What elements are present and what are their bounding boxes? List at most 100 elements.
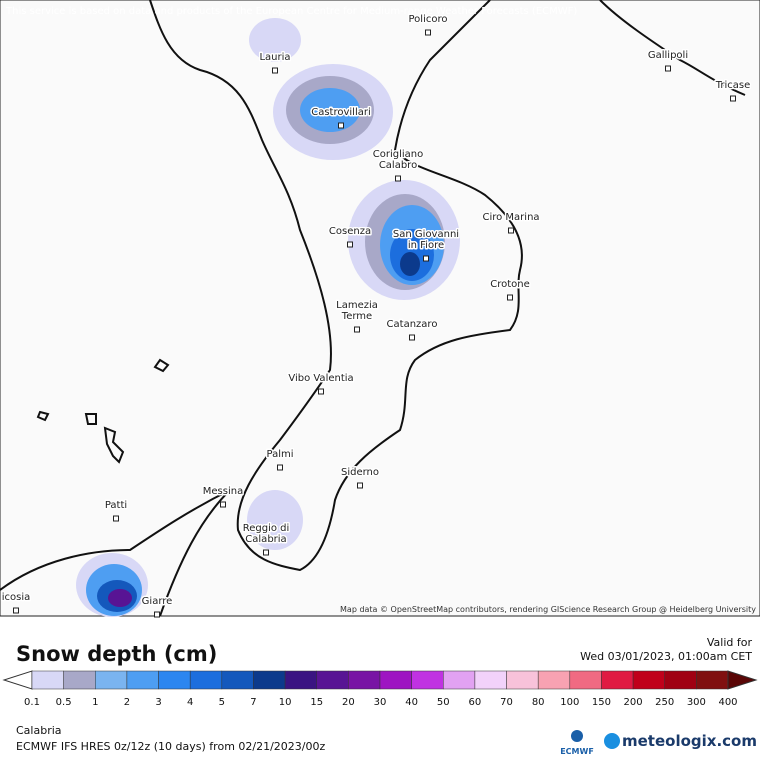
legend-swatch xyxy=(284,670,317,690)
legend-level: 100 xyxy=(560,697,579,708)
city-marker xyxy=(338,122,344,129)
legend-swatch xyxy=(506,670,539,690)
city-marker xyxy=(395,175,401,182)
legend-level: 20 xyxy=(342,697,355,708)
city-marker xyxy=(425,29,431,36)
legend-over-arrow xyxy=(727,670,758,690)
legend-level: 80 xyxy=(532,697,545,708)
legend-swatch xyxy=(253,670,286,690)
legend-swatch xyxy=(31,670,64,690)
city-label: Vibo Valentia xyxy=(288,373,353,384)
city-label: Giarre xyxy=(142,596,173,607)
legend-swatch xyxy=(569,670,602,690)
city-marker xyxy=(354,326,360,333)
city-label: Catanzaro xyxy=(387,319,438,330)
legend-swatch xyxy=(189,670,223,690)
city-label: Ciro Marina xyxy=(482,212,539,223)
city-label: Castrovillari xyxy=(311,107,371,118)
legend-level: 250 xyxy=(655,697,674,708)
city-marker xyxy=(272,67,278,74)
city-label: San Giovanni xyxy=(393,229,459,240)
legend-level: 400 xyxy=(718,697,737,708)
city-label: icosia xyxy=(2,592,31,603)
city-label: Palmi xyxy=(266,449,293,460)
city-marker xyxy=(730,95,736,102)
legend-swatch xyxy=(221,670,254,690)
legend-level: 4 xyxy=(187,697,193,708)
city-label: Cosenza xyxy=(329,226,371,237)
legend-swatch xyxy=(443,670,476,690)
city-label: Terme xyxy=(341,311,372,322)
legend-swatch xyxy=(474,670,507,690)
legend-swatch xyxy=(158,670,191,690)
city-marker xyxy=(113,515,119,522)
legend-swatch xyxy=(63,670,96,690)
model-info: ECMWF IFS HRES 0z/12z (10 days) from 02/… xyxy=(16,740,326,753)
legend-swatch xyxy=(537,670,571,690)
legend-swatch xyxy=(696,670,729,690)
legend-level: 200 xyxy=(624,697,643,708)
city-marker xyxy=(263,549,269,556)
legend-level: 15 xyxy=(310,697,323,708)
attribution: This service is based on data and produc… xyxy=(5,6,577,17)
city-label: Tricase xyxy=(715,80,751,91)
city-label: Lauria xyxy=(259,52,290,63)
legend-level: 3 xyxy=(155,697,161,708)
city-label: Messina xyxy=(203,486,243,497)
city-label: Reggio di xyxy=(243,523,290,534)
legend-level: 10 xyxy=(279,697,292,708)
legend-level: 150 xyxy=(592,697,611,708)
city-marker xyxy=(409,334,415,341)
legend-swatch xyxy=(348,670,381,690)
valid-label: Valid for xyxy=(707,636,753,649)
brand: meteologix.com xyxy=(622,732,757,750)
city-label: Calabro xyxy=(379,160,417,171)
legend-level: 30 xyxy=(374,697,387,708)
legend-level: 1 xyxy=(92,697,98,708)
legend-under-arrow xyxy=(2,670,33,690)
city-label: Lamezia xyxy=(336,300,378,311)
legend-level: 2 xyxy=(124,697,130,708)
legend-swatch xyxy=(411,670,444,690)
brand-icon xyxy=(604,733,620,749)
valid-time: Wed 03/01/2023, 01:00am CET xyxy=(580,650,752,663)
coastline xyxy=(0,0,746,617)
legend-swatch xyxy=(601,670,634,690)
legend-level: 50 xyxy=(437,697,450,708)
legend-level: 5 xyxy=(219,697,225,708)
city-label: Corigliano xyxy=(373,149,423,160)
city-marker xyxy=(220,501,226,508)
legend-level: 7 xyxy=(250,697,256,708)
city-marker xyxy=(507,294,513,301)
legend-level: 300 xyxy=(687,697,706,708)
city-marker xyxy=(357,482,363,489)
legend-swatch xyxy=(95,670,128,690)
ecmwf-icon xyxy=(571,730,583,742)
legend-level: 40 xyxy=(405,697,418,708)
city-marker xyxy=(154,611,160,618)
legend-level: 70 xyxy=(500,697,513,708)
map-credit: Map data © OpenStreetMap contributors, r… xyxy=(340,605,756,614)
region: Calabria xyxy=(16,724,62,737)
city-label: Policoro xyxy=(409,14,448,25)
city-marker xyxy=(347,241,353,248)
legend-swatch xyxy=(379,670,412,690)
city-label: in Fiore xyxy=(408,240,444,251)
city-marker xyxy=(665,65,671,72)
city-label: Crotone xyxy=(490,279,530,290)
legend-title: Snow depth (cm) xyxy=(16,642,217,666)
city-marker xyxy=(318,388,324,395)
ecmwf-logo: ECMWF xyxy=(560,747,594,756)
legend-level: 0.5 xyxy=(56,697,72,708)
legend-level: 60 xyxy=(469,697,482,708)
legend-swatch xyxy=(126,670,159,690)
legend-swatch xyxy=(632,670,665,690)
city-marker xyxy=(13,607,19,614)
legend-swatch xyxy=(316,670,349,690)
city-label: Patti xyxy=(105,500,127,511)
city-marker xyxy=(423,255,429,262)
snow-areas xyxy=(76,18,460,617)
